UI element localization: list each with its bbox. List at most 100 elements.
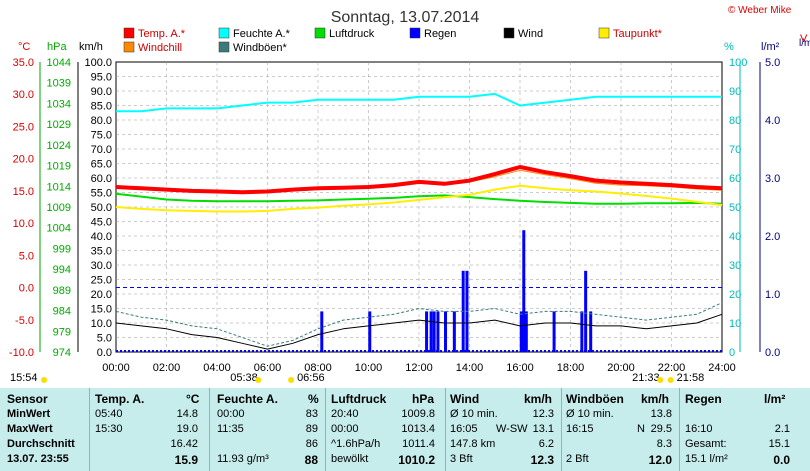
rain-bar xyxy=(425,311,429,352)
humidity-tick-label: 100 xyxy=(729,57,747,69)
table-cell-press-val: 1009.8 xyxy=(401,408,435,420)
legend-swatch xyxy=(314,27,326,39)
wind-tick-label: 35.0 xyxy=(91,246,112,258)
header-gust: Windböen xyxy=(566,392,624,406)
pressure-tick-label: 1034 xyxy=(47,98,71,110)
rain-tick-label: 5.0 xyxy=(765,57,780,69)
sun-marker-icon xyxy=(41,377,47,383)
wind-tick-label: 90.0 xyxy=(91,86,112,98)
rain-tick-label: 1.0 xyxy=(765,289,780,301)
table-cell-press-val: 1013.4 xyxy=(401,423,435,435)
rain-bar xyxy=(519,311,523,352)
sun-time-label: 06:56 xyxy=(297,372,325,384)
table-cell-wind-a: Ø 10 min. xyxy=(450,408,498,420)
table-cell-temp-time: 15:30 xyxy=(95,423,123,435)
table-cell-press-time: 00:00 xyxy=(331,423,359,435)
table-cell-wind-a: 3 Bft xyxy=(450,453,473,465)
legend-swatch xyxy=(123,27,135,39)
table-cell-hum-val: 83 xyxy=(305,408,318,420)
table-cell-rain-a: 16:10 xyxy=(685,423,713,435)
table-cell-hum-time: 11:35 xyxy=(217,423,244,435)
table-cell-wind-a: 16:05 xyxy=(450,423,478,435)
time-tick-label: 06:00 xyxy=(254,362,282,374)
temp-tick-label: 30.0 xyxy=(13,89,34,101)
table-cell-wind-a: 147.8 km xyxy=(450,438,496,450)
table-cell-wind-val: 6.2 xyxy=(538,438,554,450)
time-tick-label: 20:00 xyxy=(607,362,635,374)
legend-swatch xyxy=(218,41,230,53)
table-cell-wind-val: 12.3 xyxy=(532,408,554,420)
table-row: MaxWert 15:30 19.0 11:35 89 00:00 1013.4 16:05 W… xyxy=(0,423,810,437)
rain-bar xyxy=(320,311,324,352)
weather-chart: Sonntag, 13.07.2014 © Weber Mike Vl/m² Temp… xyxy=(9,5,810,384)
legend-label: Windchill xyxy=(138,42,182,54)
table-cell-press-val: 1011.4 xyxy=(402,438,435,450)
table-row: Durchschnitt 16.42 86 ^1.6hPa/h 1011.4 147.8 … xyxy=(0,438,810,452)
sun-time-label: 05:38 xyxy=(230,372,258,384)
wind-tick-label: 65.0 xyxy=(91,159,112,171)
temp-tick-label: 0.0 xyxy=(19,283,34,295)
partial-right-label: V xyxy=(800,33,808,45)
sun-marker-icon xyxy=(255,377,262,383)
table-header-row: Sensor Temp. A. °C Feuchte A. % Luftdruc… xyxy=(0,392,810,406)
table-row: MinWert 05:40 14.8 00:00 83 20:40 1009.8 Ø 10 m… xyxy=(0,408,810,422)
table-cell-label: MaxWert xyxy=(7,423,53,435)
table-cell-gust-b: N xyxy=(637,423,645,435)
table-divider xyxy=(89,388,90,471)
pressure-tick-label: 1014 xyxy=(47,181,71,193)
temp-tick-label: -5.0 xyxy=(15,315,34,327)
temp-tick-label: 35.0 xyxy=(13,57,34,69)
table-cell-temp-val: 19.0 xyxy=(176,423,198,435)
table-cell-gust-val: 12.0 xyxy=(648,453,672,467)
credit-text: © Weber Mike xyxy=(728,5,792,16)
rain-axis-unit: l/m² xyxy=(761,41,780,53)
table-cell-press-val: 1010.2 xyxy=(398,453,435,467)
header-gust-unit: km/h xyxy=(641,392,670,406)
temp-tick-label: -10.0 xyxy=(9,347,34,359)
series-line xyxy=(115,192,723,205)
rain-tick-label: 3.0 xyxy=(765,173,780,185)
rain-bar xyxy=(429,311,433,352)
time-tick-label: 18:00 xyxy=(557,362,585,374)
header-wind-unit: km/h xyxy=(524,392,553,406)
time-tick-label: 12:00 xyxy=(405,362,433,374)
table-cell-gust-a: 2 Bft xyxy=(566,453,589,465)
legend-label: Regen xyxy=(424,28,456,40)
table-divider xyxy=(561,388,562,471)
table-cell-temp-val: 15.9 xyxy=(174,453,198,467)
legend-label: Temp. A.* xyxy=(138,28,186,40)
series-line xyxy=(115,313,723,350)
rain-bar xyxy=(444,311,448,352)
table-row: 13.07. 23:55 15.9 11.93 g/m³ 88 bewölkt 1010.… xyxy=(0,453,810,467)
rain-bar xyxy=(432,311,436,352)
table-divider xyxy=(209,388,210,471)
time-tick-label: 08:00 xyxy=(304,362,332,374)
humidity-axis-unit: % xyxy=(724,41,734,53)
pressure-tick-label: 1004 xyxy=(47,223,71,235)
wind-tick-label: 55.0 xyxy=(91,188,112,200)
wind-tick-label: 10.0 xyxy=(91,318,112,330)
pressure-tick-label: 1024 xyxy=(47,140,71,152)
header-sensor: Sensor xyxy=(7,392,48,406)
legend-label: Windböen* xyxy=(233,42,288,54)
humidity-tick-label: 80 xyxy=(729,115,741,127)
humidity-tick-label: 70 xyxy=(729,144,741,156)
wind-tick-label: 70.0 xyxy=(91,144,112,156)
humidity-tick-label: 40 xyxy=(729,231,741,243)
humidity-tick-label: 10 xyxy=(729,318,741,330)
table-cell-gust-a: Ø 10 min. xyxy=(566,408,614,420)
time-tick-label: 14:00 xyxy=(456,362,484,374)
rain-bar xyxy=(580,311,584,352)
wind-tick-label: 50.0 xyxy=(91,202,112,214)
table-cell-hum-val: 88 xyxy=(304,453,318,467)
humidity-tick-label: 0 xyxy=(729,347,735,359)
header-temp: Temp. A. xyxy=(95,392,145,406)
time-tick-label: 04:00 xyxy=(203,362,231,374)
pressure-tick-label: 999 xyxy=(53,243,71,255)
wind-tick-label: 60.0 xyxy=(91,173,112,185)
wind-axis-unit: km/h xyxy=(79,41,103,53)
rain-bar xyxy=(589,311,593,352)
table-cell-gust-val: 29.5 xyxy=(650,423,672,435)
partial-right-unit: l/m² xyxy=(799,38,810,49)
table-cell-hum-val: 89 xyxy=(305,423,318,435)
